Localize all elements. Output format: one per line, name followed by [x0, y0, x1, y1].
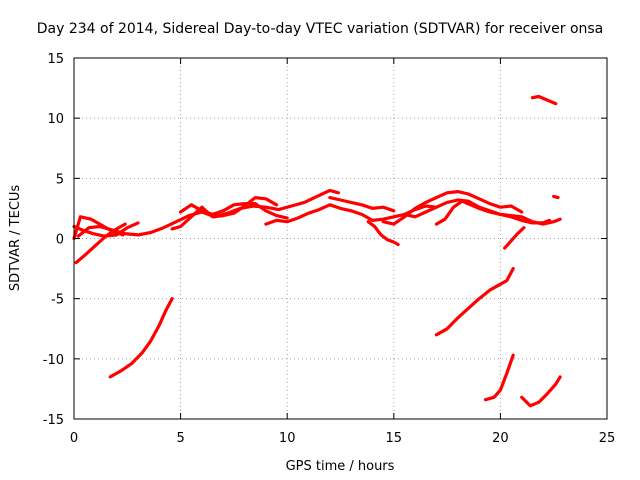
- axis-ticks: 0 5 10 15 20 25 -15 -10 -5 0 5 10 15: [43, 52, 616, 446]
- x-tick-label: 15: [386, 431, 403, 446]
- y-tick-label: -15: [43, 413, 64, 428]
- trace-17: [434, 267, 515, 337]
- x-tick-label: 10: [279, 431, 296, 446]
- trace-16: [108, 297, 174, 379]
- trace-14: [530, 94, 558, 106]
- y-tick-label: 10: [47, 112, 64, 127]
- trace-19: [520, 375, 562, 408]
- trace-5: [170, 196, 279, 231]
- trace-6: [179, 202, 289, 220]
- y-axis-label: SDTVAR / TECUs: [8, 185, 23, 292]
- x-tick-label: 5: [176, 431, 184, 446]
- chart-title: Day 234 of 2014, Sidereal Day-to-day VTE…: [37, 21, 604, 37]
- trace-8: [328, 196, 396, 213]
- x-axis-label: GPS time / hours: [286, 459, 395, 474]
- y-tick-label: 5: [56, 172, 64, 187]
- trace-18: [483, 353, 515, 402]
- trace-3: [74, 222, 127, 265]
- trace-15: [552, 194, 560, 200]
- y-tick-label: -5: [51, 293, 64, 308]
- y-tick-label: 0: [56, 233, 64, 248]
- y-tick-label: 15: [47, 52, 64, 67]
- trace-12: [434, 199, 552, 226]
- x-tick-label: 0: [70, 431, 78, 446]
- trace-13: [503, 226, 526, 250]
- trace-11: [402, 198, 562, 226]
- y-tick-label: -10: [43, 353, 64, 368]
- plot-frame: [73, 57, 608, 420]
- series-layer: [72, 94, 562, 408]
- x-tick-label: 25: [599, 431, 616, 446]
- x-tick-label: 20: [492, 431, 509, 446]
- trace-9: [366, 220, 400, 247]
- grid: [74, 58, 607, 419]
